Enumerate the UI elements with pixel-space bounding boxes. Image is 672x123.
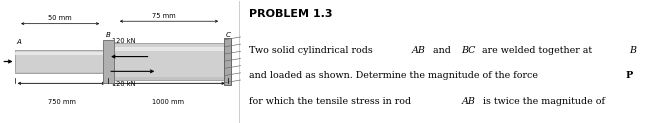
Text: for which the tensile stress in rod: for which the tensile stress in rod [249,97,414,106]
Text: PROBLEM 1.3: PROBLEM 1.3 [249,9,332,19]
Text: A: A [16,39,22,45]
Text: 120 kN: 120 kN [112,81,135,87]
Bar [15,52,106,55]
Bar [15,72,106,74]
Text: 750 mm: 750 mm [48,99,75,105]
Bar [15,50,106,74]
Text: P: P [626,71,632,80]
Text: AB: AB [412,46,426,54]
Text: and: and [430,46,454,54]
Text: AB: AB [462,97,476,106]
Text: 1000 mm: 1000 mm [152,99,184,105]
Text: 75 mm: 75 mm [152,13,175,19]
Bar [114,47,224,51]
Bar [114,43,224,80]
Text: C: C [225,32,230,38]
Text: 120 kN: 120 kN [112,38,135,44]
Bar [103,40,114,83]
Text: and loaded as shown. Determine the magnitude of the force: and loaded as shown. Determine the magni… [249,71,541,80]
Text: 50 mm: 50 mm [48,15,72,21]
Text: BC: BC [461,46,475,54]
Text: B: B [106,32,111,38]
Text: are welded together at: are welded together at [479,46,595,54]
Text: B: B [629,46,636,54]
Text: is twice the magnitude of: is twice the magnitude of [480,97,605,106]
Bar [114,77,224,80]
Bar [224,38,231,85]
Text: Two solid cylindrical rods: Two solid cylindrical rods [249,46,376,54]
